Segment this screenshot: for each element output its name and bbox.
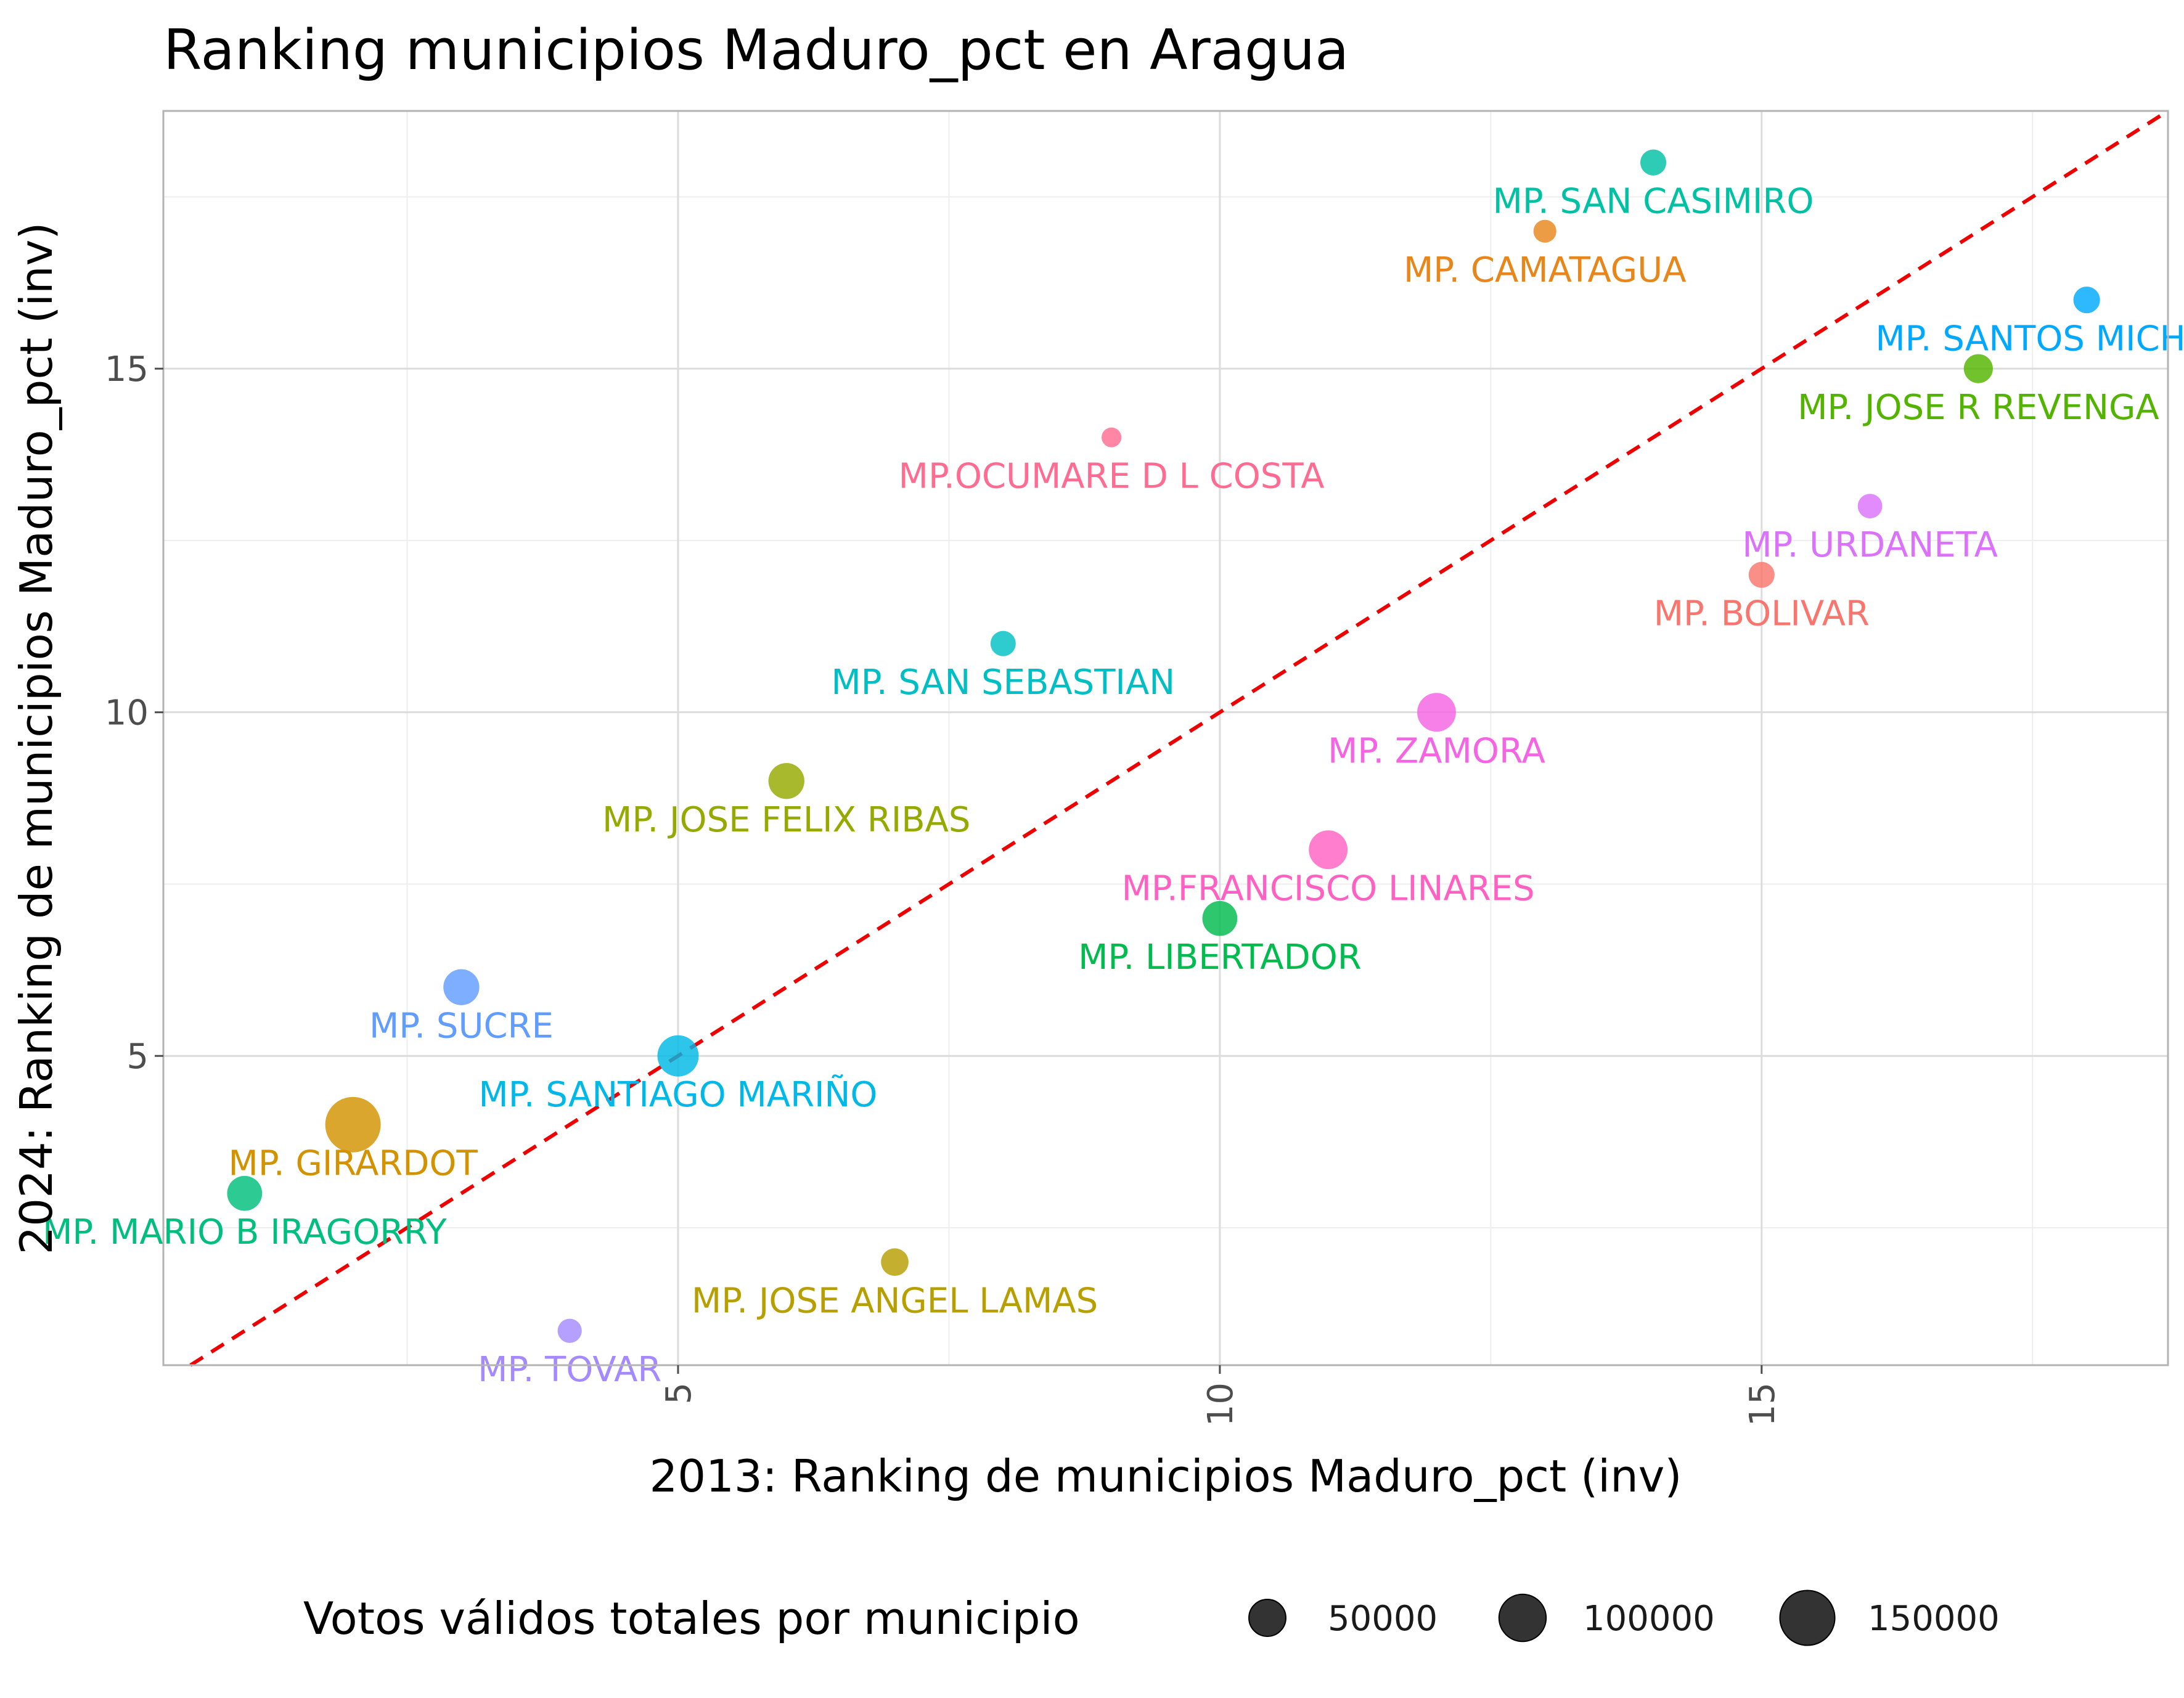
point-label: MP. BOLIVAR [1654, 594, 1870, 634]
data-point [443, 969, 480, 1005]
plot-panel-border [162, 110, 2169, 1366]
y-tick-label: 15 [105, 349, 149, 390]
point-label: MP. SAN CASIMIRO [1493, 182, 1814, 222]
x-tick-label: 10 [1201, 1382, 1241, 1426]
point-label: MP. SUCRE [369, 1006, 554, 1047]
data-point [1857, 494, 1883, 519]
x-axis-title: 2013: Ranking de municipios Maduro_pct (… [649, 1450, 1682, 1502]
point-label: MP. JOSE R REVENGA [1798, 388, 2159, 428]
data-point [768, 763, 804, 799]
data-point [1202, 900, 1238, 936]
point-label: MP. JOSE FELIX RIBAS [602, 800, 970, 840]
point-label: MP. SAN SEBASTIAN [831, 663, 1175, 703]
point-label: MP. GIRARDOT [229, 1144, 478, 1184]
point-label: MP. JOSE ANGEL LAMAS [692, 1281, 1098, 1321]
legend-title: Votos válidos totales por municipio [303, 1593, 1080, 1644]
diagonal-reference-line [189, 109, 2169, 1367]
legend-size-key [1248, 1599, 1286, 1637]
legend-size-key [1779, 1590, 1836, 1646]
data-point [990, 631, 1016, 656]
data-point [557, 1318, 582, 1343]
data-point [1417, 693, 1456, 732]
point-label: MP. TOVAR [478, 1350, 661, 1390]
data-point [881, 1248, 909, 1276]
chart-title: Ranking municipios Maduro_pct en Aragua [163, 18, 1349, 83]
y-axis-title: 2024: Ranking de municipios Maduro_pct (… [10, 222, 62, 1254]
data-point [227, 1175, 263, 1211]
data-point [1533, 219, 1556, 243]
point-label: MP. SANTOS MICHELENA [1875, 319, 2184, 359]
data-point [2073, 287, 2100, 314]
legend-size-key [1498, 1593, 1547, 1643]
point-label: MP.OCUMARE D L COSTA [899, 457, 1325, 497]
point-label: MP. URDANETA [1742, 525, 1998, 565]
grid [163, 111, 2168, 1365]
point-label: MP. SANTIAGO MARIÑO [478, 1075, 877, 1115]
point-label: MP.FRANCISCO LINARES [1122, 869, 1535, 909]
data-point [1309, 830, 1348, 870]
data-point [1640, 149, 1667, 176]
x-tick-label: 15 [1743, 1382, 1783, 1426]
data-points [227, 149, 2100, 1343]
point-label: MP. ZAMORA [1328, 732, 1545, 772]
legend-label: 100000 [1583, 1599, 1715, 1639]
data-point [1102, 427, 1122, 447]
legend-label: 150000 [1868, 1599, 2000, 1639]
data-point [1963, 354, 1993, 383]
y-tick-label: 10 [105, 693, 149, 733]
size-legend: Votos válidos totales por municipio 5000… [303, 1590, 2000, 1646]
x-tick-label: 5 [659, 1382, 699, 1405]
y-tick-label: 5 [126, 1037, 149, 1077]
data-point [1748, 561, 1775, 588]
point-label: MP. CAMATAGUA [1404, 250, 1687, 290]
legend-label: 50000 [1328, 1599, 1438, 1639]
data-point [657, 1035, 699, 1077]
point-label: MP. LIBERTADOR [1078, 937, 1362, 978]
data-point [325, 1096, 381, 1153]
axis-ticks: 5 10 15 5 10 15 [105, 349, 1783, 1426]
point-label: MP. MARIO B IRAGORRY [43, 1212, 447, 1252]
